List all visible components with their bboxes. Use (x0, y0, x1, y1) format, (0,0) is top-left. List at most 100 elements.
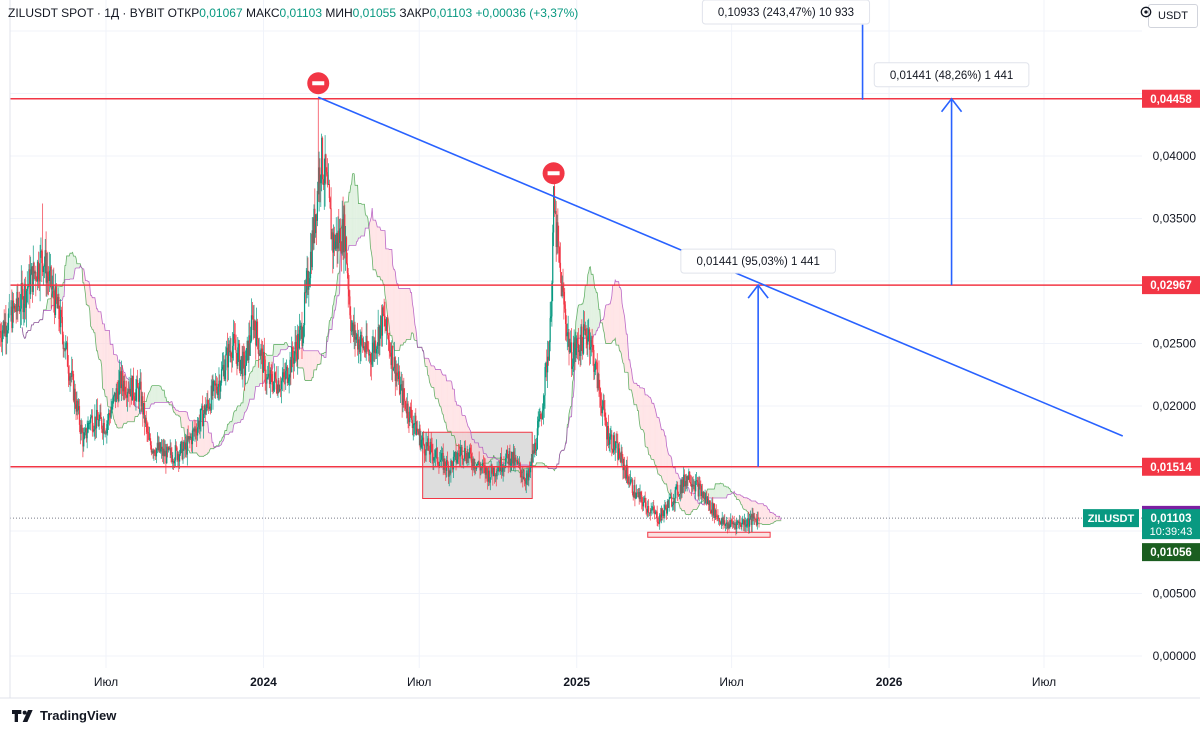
candle-body (271, 374, 273, 385)
cloud-segment (371, 208, 373, 258)
candle-body (642, 502, 645, 507)
candle-body (505, 457, 507, 468)
candle-body (520, 470, 522, 478)
candle-body (413, 423, 415, 426)
candle-body (204, 405, 206, 415)
cloud-segment (678, 475, 680, 506)
tradingview-brand[interactable]: TradingView (12, 708, 116, 723)
cloud-segment (72, 252, 74, 280)
candle-body (108, 413, 111, 416)
candle-body (103, 423, 105, 434)
candle-body (643, 497, 645, 503)
candle-body (210, 385, 212, 411)
candle-body (316, 190, 318, 221)
candle-body (135, 389, 137, 401)
cloud-segment (88, 281, 90, 311)
candle-body (548, 342, 550, 361)
candle-body (434, 450, 437, 458)
candle-body (404, 400, 407, 410)
candle-body (18, 305, 21, 312)
candle-body (597, 373, 599, 389)
candle-body (213, 381, 215, 382)
low-label: МИН (325, 6, 353, 20)
cloud-segment (100, 311, 102, 367)
candle-body (467, 452, 469, 459)
cloud-segment (224, 430, 226, 435)
cloud-segment (390, 249, 392, 336)
cloud-segment (586, 285, 587, 339)
candle-body (398, 371, 400, 380)
candle-body (687, 476, 689, 480)
cloud-segment (664, 431, 665, 484)
cloud-segment (183, 411, 184, 428)
candle-body (500, 456, 502, 472)
cloud-segment (448, 380, 450, 432)
cloud-segment (458, 405, 460, 448)
cloud-segment (149, 389, 151, 409)
horizontal-levels[interactable] (10, 97, 1142, 468)
candle-body (208, 406, 211, 409)
candle-body (547, 356, 550, 361)
candle-body (518, 463, 520, 465)
cloud-segment (171, 401, 172, 405)
cloud-segment (314, 350, 316, 370)
candle-body (533, 450, 535, 454)
cloud-segment (456, 401, 457, 446)
cloud-segment (656, 413, 658, 470)
cloud-segment (158, 385, 160, 403)
measure-label: 0,01441 (95,03%) 1 441 (696, 256, 819, 268)
currency-selector[interactable]: USDT (1148, 4, 1198, 28)
cloud-segment (355, 185, 357, 246)
candle-body (517, 461, 520, 464)
candle-body (265, 382, 267, 384)
cloud-segment (302, 348, 304, 371)
cloud-segment (384, 230, 386, 296)
symbol-name[interactable]: ZILUSDT SPOT (8, 6, 94, 20)
cloud-segment (635, 383, 637, 405)
candle-body (498, 466, 500, 471)
gear-icon[interactable] (1138, 4, 1154, 20)
cloud-segment (645, 394, 647, 448)
candle-body (659, 514, 662, 521)
cloud-segment (621, 290, 623, 359)
measure-arrows[interactable]: 0,01441 (95,03%) 1 441 0,01441 (48,26%) 1… (680, 0, 1030, 467)
candle-body (410, 409, 413, 420)
candle-body (161, 446, 163, 450)
candle-body (330, 208, 332, 240)
cloud-segment (358, 203, 360, 239)
cloud-segment (717, 483, 719, 499)
cloud-segment (689, 491, 691, 515)
candle-body (137, 379, 139, 388)
cloud-segment (305, 350, 307, 381)
candle-body (253, 320, 255, 330)
cloud-segment (308, 350, 310, 381)
candle-body (474, 467, 476, 469)
cloud-segment (764, 505, 766, 525)
candle-body (535, 449, 538, 451)
cloud-segment (77, 263, 79, 269)
cloud-segment (655, 409, 657, 466)
cloud-segment (709, 489, 711, 499)
cloud-segment (658, 417, 659, 475)
interval-label[interactable]: 1Д (104, 6, 120, 20)
candle-body (462, 458, 464, 460)
measure-label-box (680, 248, 836, 274)
cloud-segment (153, 385, 155, 404)
candle-body (665, 508, 668, 514)
candle-body (481, 463, 484, 468)
candle-body (633, 485, 635, 498)
candle-body (328, 184, 330, 199)
candle-body (601, 406, 603, 414)
candle-body (390, 352, 392, 366)
candle-body (315, 214, 318, 221)
candle-body (545, 362, 547, 368)
cloud-segment (396, 283, 398, 351)
cloud-segment (219, 441, 221, 446)
x-tick-label: Июл (719, 675, 743, 689)
candle-body (121, 370, 123, 385)
candle-body (666, 501, 669, 514)
cloud-segment (427, 358, 429, 376)
candle-body (736, 521, 738, 530)
candle-body (667, 501, 669, 508)
